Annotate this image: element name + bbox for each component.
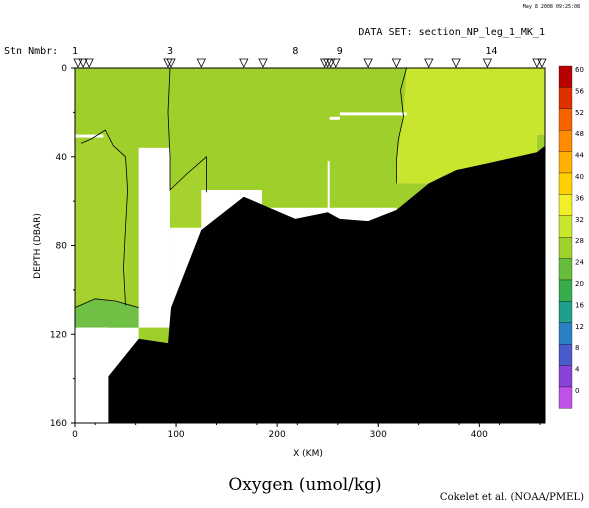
data-gap: [75, 134, 104, 138]
colorbar-label: 60: [575, 66, 584, 74]
plot-timestamp: May 8 2008 09:25:08: [523, 4, 580, 10]
y-tick-label: 80: [56, 242, 68, 252]
colorbar-swatch: [558, 301, 573, 323]
station-number: 14: [485, 46, 497, 57]
station-number: 9: [337, 46, 343, 57]
fill-region-5: [75, 298, 139, 328]
colorbar-label: 44: [575, 152, 584, 160]
colorbar-swatch: [558, 87, 573, 109]
colorbar-swatch: [558, 386, 573, 409]
colorbar-label: 28: [575, 237, 584, 245]
data-gap: [327, 161, 330, 210]
data-gap: [75, 327, 109, 423]
y-tick-label: 120: [50, 330, 67, 340]
station-marker: [331, 58, 341, 68]
station-number-label: Stn Nmbr:: [4, 46, 58, 57]
colorbar-swatch: [558, 279, 573, 302]
colorbar-swatch: [558, 215, 573, 238]
station-marker: [424, 58, 434, 68]
station-marker: [73, 58, 83, 68]
station-marker: [196, 58, 206, 68]
x-tick-label: 100: [167, 430, 184, 440]
colorbar-swatch: [558, 258, 573, 281]
contour-line-2: [167, 67, 207, 193]
station-number: 8: [292, 46, 298, 57]
colorbar-swatch: [558, 151, 573, 174]
station-marker: [451, 58, 461, 68]
x-tick-label: 0: [72, 430, 78, 440]
data-gap: [329, 116, 340, 120]
station-marker: [166, 58, 176, 68]
station-marker: [363, 58, 373, 68]
y-tick-label: 40: [56, 153, 68, 163]
data-gap: [339, 112, 407, 116]
colorbar-label: 4: [575, 366, 580, 374]
station-marker: [532, 58, 542, 68]
bathymetry-layer: [108, 145, 546, 423]
colorbar-label: 32: [575, 216, 584, 224]
colorbar-swatch: [558, 365, 573, 388]
fill-region-0: [75, 68, 545, 344]
station-marker: [78, 58, 88, 68]
station-number: 3: [167, 46, 173, 57]
colorbar-label: 56: [575, 87, 584, 95]
contour-line-1: [74, 298, 139, 308]
colorbar-swatch: [558, 108, 573, 131]
colorbar-swatch: [558, 344, 573, 366]
x-tick-label: 400: [471, 430, 488, 440]
data-gap: [138, 147, 171, 328]
station-marker: [84, 58, 94, 68]
station-number: 1: [72, 46, 78, 57]
colorbar-swatch: [558, 65, 573, 88]
colorbar-label: 24: [575, 259, 584, 267]
station-marker: [482, 58, 493, 68]
x-axis-label: X (KM): [293, 449, 323, 459]
colorbar-label: 52: [575, 109, 584, 117]
credit-label: Cokelet et al. (NOAA/PMEL): [440, 492, 584, 503]
x-tick-label: 200: [269, 430, 286, 440]
axes: 0 100 200 300 400 0 40 80 120 160: [50, 64, 546, 440]
colorbar-swatch: [558, 194, 573, 216]
x-tick-label: 300: [370, 430, 387, 440]
station-markers: 1 3 8 9 14: [72, 46, 547, 68]
colorbar-swatch: [558, 130, 573, 152]
dataset-label: DATA SET: section_NP_leg_1_MK_1: [358, 27, 545, 38]
y-tick-label: 0: [61, 64, 67, 74]
colorbar-label: 0: [575, 387, 579, 395]
y-axis-label: DEPTH (DBAR): [33, 213, 43, 279]
colorbar-swatch: [558, 237, 573, 259]
colorbar-label: 12: [575, 323, 584, 331]
fill-region-3: [170, 156, 207, 230]
station-marker: [537, 58, 547, 68]
contour-line-3: [396, 67, 407, 184]
colorbar-label: 40: [575, 173, 584, 181]
colorbar-label: 36: [575, 194, 584, 202]
contour-lines: [74, 67, 407, 308]
station-marker: [391, 58, 402, 68]
colorbar-label: 8: [575, 344, 579, 352]
fill-region-2: [75, 130, 128, 306]
colorbar-label: 20: [575, 280, 584, 288]
chart-title: Oxygen (umol/kg): [228, 475, 381, 495]
colorbar-label: 16: [575, 301, 584, 309]
colorbar-label: 48: [575, 130, 584, 138]
colorbar-swatch: [558, 322, 573, 345]
seafloor: [108, 145, 546, 423]
station-marker: [258, 58, 268, 68]
y-tick-label: 160: [50, 419, 67, 429]
fill-region-4: [396, 68, 545, 184]
station-marker: [239, 58, 249, 68]
colorbar-swatch: [558, 172, 573, 195]
station-marker: [326, 58, 336, 68]
contour-line-0: [80, 129, 129, 306]
